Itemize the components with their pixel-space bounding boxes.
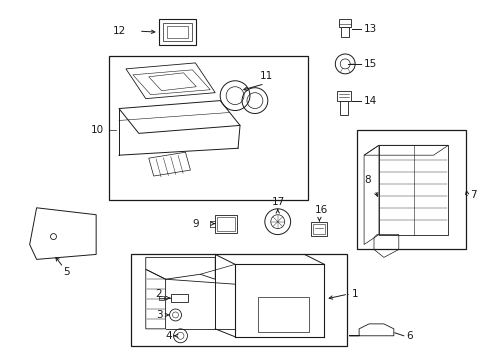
Bar: [158, 19, 196, 45]
Bar: [163, 23, 192, 41]
Text: 16: 16: [314, 205, 327, 215]
Bar: [337, 91, 350, 100]
Text: 3: 3: [155, 310, 162, 320]
Text: 2: 2: [155, 289, 162, 299]
Text: 12: 12: [113, 26, 126, 36]
Bar: [109, 56, 307, 200]
Bar: [313, 224, 325, 234]
Text: 5: 5: [63, 267, 70, 277]
Bar: [166, 26, 188, 38]
Text: 17: 17: [271, 197, 285, 207]
Text: 14: 14: [364, 96, 377, 105]
Bar: [339, 19, 350, 27]
Text: 1: 1: [351, 289, 358, 299]
Text: 10: 10: [91, 125, 104, 135]
Bar: [341, 27, 348, 37]
Bar: [170, 294, 188, 302]
Text: 13: 13: [364, 24, 377, 34]
Bar: [217, 217, 235, 231]
Text: 6: 6: [406, 331, 412, 341]
Text: 7: 7: [469, 190, 476, 200]
Bar: [340, 100, 347, 114]
Text: 4: 4: [165, 331, 172, 341]
Text: 8: 8: [364, 175, 370, 185]
Text: 9: 9: [192, 219, 199, 229]
Text: 15: 15: [364, 59, 377, 69]
Text: 11: 11: [259, 71, 273, 81]
Bar: [257, 297, 309, 332]
Bar: [311, 222, 326, 235]
Bar: [131, 255, 346, 346]
Bar: [158, 296, 163, 300]
Bar: [215, 215, 237, 233]
Bar: [356, 130, 466, 249]
